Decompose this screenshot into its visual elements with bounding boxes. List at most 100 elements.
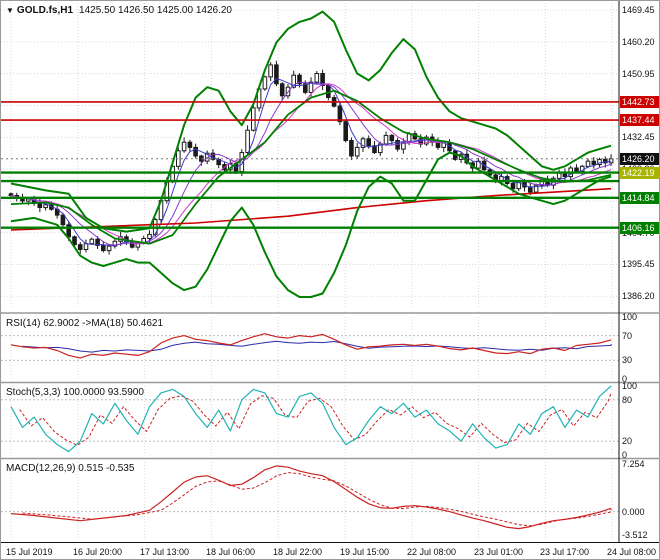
candle-body bbox=[343, 121, 348, 141]
price-badge: 1406.16 bbox=[620, 222, 659, 234]
candle-body bbox=[251, 107, 256, 131]
candle-body bbox=[193, 146, 198, 157]
candle-body bbox=[66, 224, 72, 238]
time-axis-label: 24 Jul 08:00 bbox=[607, 547, 657, 557]
ma-medium-fast-line bbox=[10, 81, 612, 246]
rsi-indicator-label: RSI(14) 62.9002 ->MA(18) 50.4621 bbox=[6, 318, 164, 329]
macd-tick-label: -3.512 bbox=[622, 530, 648, 540]
price-badge: 1426.20 bbox=[620, 153, 659, 165]
candle-body bbox=[354, 146, 360, 157]
candle-body bbox=[308, 81, 314, 93]
macd-tick-label: 0.000 bbox=[622, 507, 645, 517]
candle-body bbox=[366, 138, 371, 147]
ma-slow-red-line bbox=[10, 187, 612, 231]
candle-body bbox=[106, 245, 112, 252]
price-tick-label: 1460.20 bbox=[622, 37, 655, 47]
candle-body bbox=[389, 134, 395, 142]
candle-body bbox=[591, 160, 597, 166]
candle-body bbox=[303, 83, 308, 93]
candle-body bbox=[383, 134, 389, 145]
candle-body bbox=[245, 129, 250, 153]
candle-body bbox=[8, 193, 14, 197]
candle-body bbox=[279, 83, 285, 97]
stoch-signal-line bbox=[19, 392, 612, 446]
candle-body bbox=[337, 105, 343, 123]
rsi-tick-label: 0 bbox=[622, 374, 628, 384]
time-axis-label: 16 Jul 20:00 bbox=[73, 547, 123, 557]
candle-body bbox=[349, 140, 354, 157]
candle-body bbox=[574, 167, 579, 172]
candle-body bbox=[556, 172, 562, 179]
candle-body bbox=[77, 244, 83, 250]
symbol-title: ▼ GOLD.fs,H1 1425.50 1426.50 1425.00 1426.… bbox=[6, 5, 232, 16]
time-axis-label: 15 Jul 2019 bbox=[6, 547, 53, 557]
ma-slow-fast-line bbox=[10, 83, 612, 245]
candle-body bbox=[585, 160, 591, 167]
candle-body bbox=[43, 204, 48, 209]
candle-body bbox=[83, 243, 89, 250]
candle-body bbox=[262, 76, 268, 90]
macd-indicator-label: MACD(12,26,9) 0.515 -0.535 bbox=[6, 463, 135, 474]
time-axis-label: 22 Jul 08:00 bbox=[407, 547, 457, 557]
candle-body bbox=[37, 202, 43, 208]
candle-body bbox=[101, 244, 106, 252]
candle-body bbox=[187, 141, 193, 148]
candle-body bbox=[533, 184, 539, 193]
time-axis-label: 23 Jul 17:00 bbox=[540, 547, 590, 557]
time-axis-label: 19 Jul 15:00 bbox=[340, 547, 390, 557]
rsi-main-line bbox=[10, 333, 612, 359]
candle-body bbox=[95, 238, 100, 246]
ma-medium-green-line bbox=[10, 89, 612, 245]
stoch-tick-label: 0 bbox=[622, 450, 628, 460]
rsi-tick-label: 30 bbox=[622, 355, 633, 365]
candle-body bbox=[360, 138, 366, 148]
candle-body bbox=[60, 214, 66, 226]
rsi-tick-label: 70 bbox=[622, 331, 633, 341]
price-badge: 1437.44 bbox=[620, 114, 659, 126]
price-tick-label: 1395.45 bbox=[622, 259, 655, 269]
stoch-tick-label: 20 bbox=[622, 436, 633, 446]
price-badge: 1414.84 bbox=[620, 192, 659, 204]
bollinger-lower-line bbox=[10, 151, 612, 298]
rsi-signal-line bbox=[22, 340, 612, 353]
candle-body bbox=[378, 143, 383, 154]
candle-body bbox=[274, 64, 279, 85]
price-tick-label: 1386.20 bbox=[622, 291, 655, 301]
macd-tick-label: 7.254 bbox=[622, 459, 645, 469]
symbol-name: GOLD.fs,H1 bbox=[16, 5, 74, 16]
bollinger-upper-line bbox=[10, 10, 612, 233]
candle-body bbox=[291, 74, 296, 88]
stoch-tick-label: 100 bbox=[622, 381, 638, 391]
candle-body bbox=[603, 158, 608, 164]
price-badge: 1442.73 bbox=[620, 96, 659, 108]
stoch-tick-label: 80 bbox=[622, 395, 633, 405]
candle-body bbox=[147, 233, 152, 239]
ohlc-values: 1425.50 1426.50 1425.00 1426.20 bbox=[79, 5, 232, 16]
candle-body bbox=[268, 64, 273, 78]
candle-body bbox=[608, 158, 614, 164]
price-badge: 1422.19 bbox=[620, 167, 659, 179]
macd-main-line bbox=[10, 465, 612, 530]
price-tick-label: 1469.45 bbox=[622, 5, 655, 15]
candle-body bbox=[297, 74, 302, 85]
candle-body bbox=[89, 238, 95, 245]
candle-body bbox=[597, 158, 602, 166]
candle-body bbox=[72, 236, 77, 246]
price-tick-label: 1432.45 bbox=[622, 132, 655, 142]
candle-body bbox=[181, 141, 187, 152]
price-tick-label: 1450.95 bbox=[622, 69, 655, 79]
ma-fast-line bbox=[10, 78, 612, 247]
time-axis-label: 18 Jul 22:00 bbox=[273, 547, 323, 557]
rsi-tick-label: 100 bbox=[622, 312, 638, 322]
time-axis-label: 17 Jul 13:00 bbox=[140, 547, 190, 557]
candle-body bbox=[320, 73, 325, 86]
time-axis-label: 18 Jul 06:00 bbox=[206, 547, 256, 557]
stoch-main-line bbox=[10, 385, 612, 453]
stoch-indicator-label: Stoch(5,3,3) 100.0000 93.5900 bbox=[6, 387, 144, 398]
symbol-dropdown-icon[interactable]: ▼ bbox=[6, 6, 14, 15]
candle-body bbox=[510, 183, 516, 190]
candle-body bbox=[314, 73, 320, 83]
time-axis-label: 23 Jul 01:00 bbox=[474, 547, 524, 557]
